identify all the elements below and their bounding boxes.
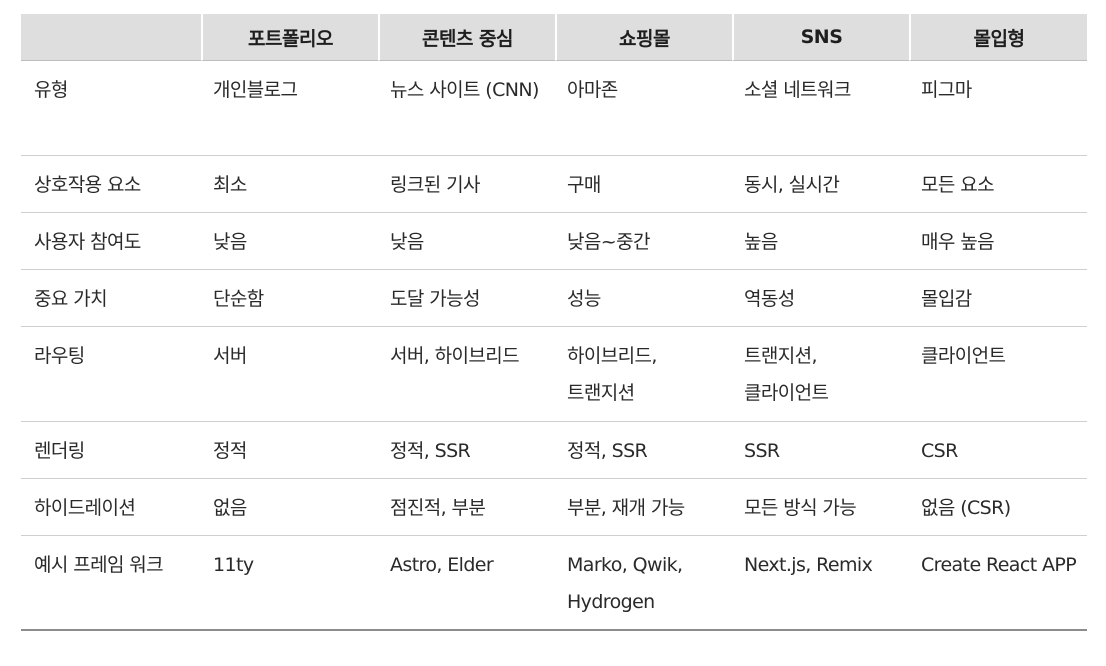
table-cell: SSR xyxy=(732,422,909,479)
table-row: 유형 개인블로그 뉴스 사이트 (CNN) 아마존 소셜 네트워크 피그마 xyxy=(21,61,1087,156)
table-cell: 정적, SSR xyxy=(378,422,555,479)
table-cell: CSR xyxy=(909,422,1087,479)
table-row: 라우팅 서버 서버, 하이브리드 하이브리드, 트랜지션 트랜지션, 클라이언트… xyxy=(21,327,1087,422)
header-row: 포트폴리오 콘텐츠 중심 쇼핑몰 SNS 몰입형 xyxy=(21,14,1087,61)
header-sns: SNS xyxy=(732,14,909,61)
table-cell: 서버, 하이브리드 xyxy=(378,327,555,422)
row-label: 유형 xyxy=(21,61,201,156)
table-row: 렌더링 정적 정적, SSR 정적, SSR SSR CSR xyxy=(21,422,1087,479)
table-cell: 트랜지션, 클라이언트 xyxy=(732,327,909,422)
header-shopping-mall: 쇼핑몰 xyxy=(555,14,732,61)
table-cell: 아마존 xyxy=(555,61,732,156)
table-cell: 뉴스 사이트 (CNN) xyxy=(378,61,555,156)
header-content-centric: 콘텐츠 중심 xyxy=(378,14,555,61)
table-cell: 개인블로그 xyxy=(201,61,378,156)
table-cell: 링크된 기사 xyxy=(378,156,555,213)
table-body: 유형 개인블로그 뉴스 사이트 (CNN) 아마존 소셜 네트워크 피그마 상호… xyxy=(21,61,1087,631)
table-cell: Create React APP xyxy=(909,536,1087,631)
row-label: 렌더링 xyxy=(21,422,201,479)
table-cell: 없음 xyxy=(201,479,378,536)
table-row: 사용자 참여도 낮음 낮음 낮음~중간 높음 매우 높음 xyxy=(21,213,1087,270)
table-cell: 없음 (CSR) xyxy=(909,479,1087,536)
table-cell: 낮음 xyxy=(378,213,555,270)
header-immersive: 몰입형 xyxy=(909,14,1087,61)
table-cell: 매우 높음 xyxy=(909,213,1087,270)
row-label: 상호작용 요소 xyxy=(21,156,201,213)
table-header: 포트폴리오 콘텐츠 중심 쇼핑몰 SNS 몰입형 xyxy=(21,14,1087,61)
table-cell: 몰입감 xyxy=(909,270,1087,327)
table-cell: 소셜 네트워크 xyxy=(732,61,909,156)
table-cell: 성능 xyxy=(555,270,732,327)
table-cell: 높음 xyxy=(732,213,909,270)
comparison-table: 포트폴리오 콘텐츠 중심 쇼핑몰 SNS 몰입형 유형 개인블로그 뉴스 사이트… xyxy=(21,14,1087,631)
table-row: 예시 프레임 워크 11ty Astro, Elder Marko, Qwik,… xyxy=(21,536,1087,631)
table-row: 하이드레이션 없음 점진적, 부분 부분, 재개 가능 모든 방식 가능 없음 … xyxy=(21,479,1087,536)
table-cell: 서버 xyxy=(201,327,378,422)
table-cell: Next.js, Remix xyxy=(732,536,909,631)
row-label: 중요 가치 xyxy=(21,270,201,327)
row-label: 하이드레이션 xyxy=(21,479,201,536)
table-cell: 11ty xyxy=(201,536,378,631)
row-label: 예시 프레임 워크 xyxy=(21,536,201,631)
table-cell: 모든 요소 xyxy=(909,156,1087,213)
table-cell: 단순함 xyxy=(201,270,378,327)
table-cell: 낮음~중간 xyxy=(555,213,732,270)
table-row: 중요 가치 단순함 도달 가능성 성능 역동성 몰입감 xyxy=(21,270,1087,327)
table-cell: Marko, Qwik, Hydrogen xyxy=(555,536,732,631)
table-cell: 피그마 xyxy=(909,61,1087,156)
header-corner xyxy=(21,14,201,61)
table-cell: 동시, 실시간 xyxy=(732,156,909,213)
table-cell: 정적, SSR xyxy=(555,422,732,479)
table-cell: 하이브리드, 트랜지션 xyxy=(555,327,732,422)
table-cell: 낮음 xyxy=(201,213,378,270)
table-cell: 점진적, 부분 xyxy=(378,479,555,536)
table-cell: 클라이언트 xyxy=(909,327,1087,422)
table-cell: 도달 가능성 xyxy=(378,270,555,327)
row-label: 사용자 참여도 xyxy=(21,213,201,270)
table-cell: 역동성 xyxy=(732,270,909,327)
table-cell: 정적 xyxy=(201,422,378,479)
table-cell: Astro, Elder xyxy=(378,536,555,631)
table-cell: 부분, 재개 가능 xyxy=(555,479,732,536)
table-cell: 구매 xyxy=(555,156,732,213)
table-cell: 최소 xyxy=(201,156,378,213)
comparison-table-container: 포트폴리오 콘텐츠 중심 쇼핑몰 SNS 몰입형 유형 개인블로그 뉴스 사이트… xyxy=(21,14,1087,631)
header-portfolio: 포트폴리오 xyxy=(201,14,378,61)
table-cell: 모든 방식 가능 xyxy=(732,479,909,536)
table-row: 상호작용 요소 최소 링크된 기사 구매 동시, 실시간 모든 요소 xyxy=(21,156,1087,213)
row-label: 라우팅 xyxy=(21,327,201,422)
